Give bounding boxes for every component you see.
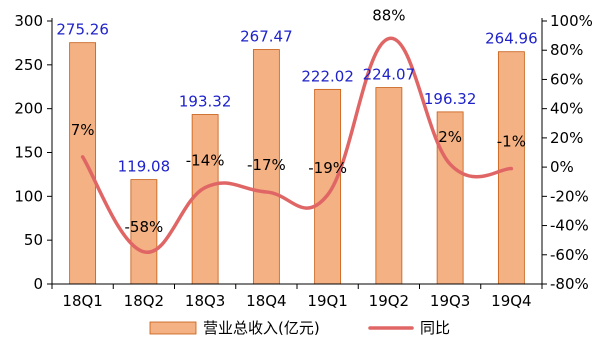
yoy-value-label: -14%: [186, 152, 225, 170]
bars-layer: [69, 42, 525, 285]
bar-18Q2: [130, 179, 158, 285]
x-tick-label: 18Q4: [246, 292, 286, 310]
x-tick-label: 19Q4: [491, 292, 531, 310]
bar-18Q1: [69, 42, 97, 285]
bar-18Q4: [252, 49, 280, 285]
legend-label-bar: 营业总收入(亿元): [203, 319, 320, 337]
y-right-tick-label: 100%: [550, 12, 593, 30]
legend-label-line: 同比: [420, 319, 450, 337]
y-left-tick-label: 50: [24, 231, 43, 249]
yoy-value-label: 7%: [71, 121, 95, 139]
bar-value-label: 119.08: [118, 158, 171, 176]
y-left-tick-label: 200: [14, 100, 43, 118]
yoy-value-label: -1%: [497, 133, 526, 151]
y-left-tick-label: 250: [14, 56, 43, 74]
y-left-tick-label: 100: [14, 187, 43, 205]
bar-18Q3: [191, 114, 219, 285]
bar-value-label: 193.32: [179, 93, 232, 111]
yoy-value-label: -19%: [308, 159, 347, 177]
y-right-tick-label: -60%: [550, 246, 589, 264]
bar-19Q2: [375, 87, 403, 285]
y-right-tick-label: -20%: [550, 187, 589, 205]
y-left-tick-label: 150: [14, 144, 43, 162]
axes-layer: 0 50 100 150 200 250 300 -80% -60% -40% -20% 0% 20% 4…: [14, 12, 593, 310]
x-tick-label: 18Q3: [185, 292, 225, 310]
legend: 营业总收入(亿元) 同比: [149, 319, 450, 337]
y-left-tick-label: 0: [33, 275, 43, 293]
x-tick-label: 19Q2: [369, 292, 409, 310]
yoy-value-label: -58%: [124, 218, 163, 236]
bar-value-label: 222.02: [301, 67, 354, 85]
y-right-tick-label: 80%: [550, 41, 583, 59]
bar-value-label: 267.47: [240, 28, 293, 46]
yoy-value-label: 2%: [438, 128, 462, 146]
bar-value-label: 264.96: [485, 30, 538, 48]
bar-value-label: 196.32: [424, 90, 477, 108]
labels-layer: 275.26 119.08 193.32 267.47 222.02 224.07 196.…: [56, 7, 537, 236]
bar-value-label: 224.07: [363, 66, 416, 84]
y-left-tick-label: 300: [14, 12, 43, 30]
bar-19Q4: [497, 51, 525, 285]
yoy-value-label: -17%: [247, 156, 286, 174]
x-tick-label: 18Q1: [62, 292, 102, 310]
y-right-tick-label: 60%: [550, 70, 583, 88]
x-tick-label: 19Q1: [307, 292, 347, 310]
x-tick-label: 18Q2: [124, 292, 164, 310]
series-line-yoy: [80, 36, 514, 254]
bar-value-label: 275.26: [56, 21, 109, 39]
y-right-tick-label: 0%: [550, 158, 574, 176]
yoy-value-label: 88%: [372, 7, 405, 25]
y-right-tick-label: -40%: [550, 217, 589, 235]
y-right-tick-label: -80%: [550, 275, 589, 293]
legend-swatch-bar: [149, 321, 197, 335]
x-tick-label: 19Q3: [430, 292, 470, 310]
y-right-tick-label: 40%: [550, 100, 583, 118]
bar-19Q1: [314, 88, 342, 285]
line-layer: [80, 36, 514, 254]
y-right-tick-label: 20%: [550, 129, 583, 147]
